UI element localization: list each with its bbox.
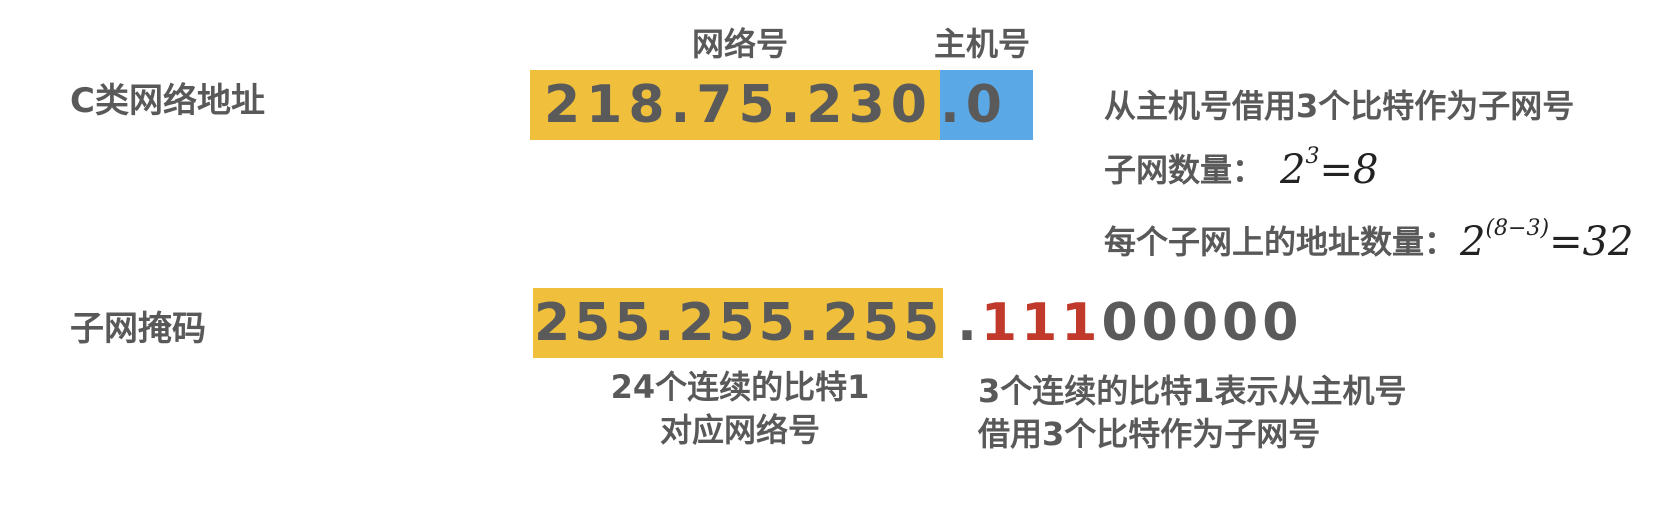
- subnet-mask-label: 子网掩码: [70, 309, 206, 349]
- mask-left-caption-line1: 24个连续的比特1: [610, 368, 870, 406]
- class-c-address-label: C类网络地址: [70, 81, 265, 121]
- subnet-mask-value: 255.255.255.11100000: [534, 288, 1302, 358]
- subnet-count-base: 2: [1280, 147, 1306, 193]
- mask-left-caption: 24个连续的比特1 对应网络号: [600, 366, 880, 452]
- subnet-count-label: 子网数量：: [1104, 151, 1265, 189]
- addresses-per-subnet-label: 每个子网上的地址数量：: [1104, 223, 1457, 261]
- mask-right-caption-line2: 借用3个比特作为子网号: [978, 415, 1321, 454]
- network-part-text: 218.75.230: [544, 75, 933, 135]
- borrow-bits-note: 从主机号借用3个比特作为子网号: [1104, 87, 1575, 125]
- host-part-text: .0: [940, 75, 1008, 135]
- network-number-header: 网络号: [692, 25, 789, 63]
- mask-network-highlight: [533, 288, 943, 358]
- mask-left-caption-line2: 对应网络号: [659, 411, 820, 450]
- addresses-base: 2: [1460, 219, 1486, 265]
- subnet-count-exponent: 3: [1305, 144, 1320, 169]
- host-number-header: 主机号: [934, 25, 1031, 63]
- subnet-count-formula: 23=8: [1280, 146, 1379, 193]
- addresses-result: =32: [1549, 219, 1634, 265]
- mask-dot: .: [957, 293, 981, 353]
- addresses-exponent: (8−3): [1485, 216, 1550, 241]
- network-part-highlight: 218.75.230: [530, 70, 940, 140]
- mask-network-part: 255.255.255: [534, 293, 944, 353]
- mask-right-caption-line1: 3个连续的比特1表示从主机号: [978, 372, 1407, 410]
- addresses-per-subnet-formula: 2(8−3)=32: [1460, 218, 1634, 265]
- mask-borrowed-ones: 111: [980, 293, 1102, 353]
- mask-zero-bits: 00000: [1101, 293, 1303, 353]
- subnet-count-result: =8: [1319, 147, 1379, 193]
- mask-right-caption: 3个连续的比特1表示从主机号 借用3个比特作为子网号: [978, 370, 1407, 456]
- subnet-count-line: 子网数量： 23=8: [1104, 146, 1379, 193]
- addresses-per-subnet-line: 每个子网上的地址数量： 2(8−3)=32: [1104, 218, 1634, 265]
- host-part-highlight: .0: [940, 70, 1033, 140]
